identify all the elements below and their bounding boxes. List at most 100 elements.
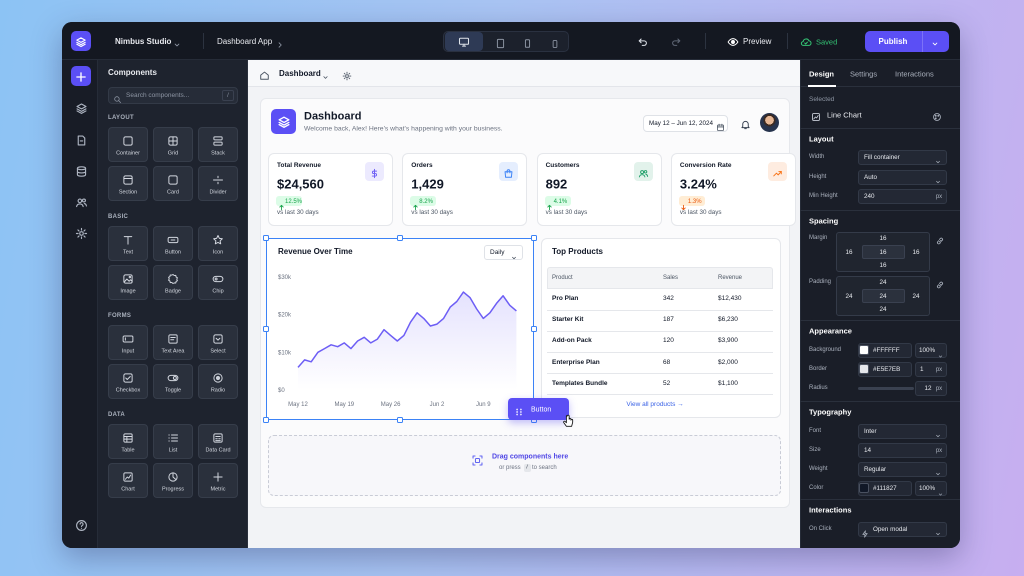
field[interactable] [915,380,947,396]
component-tile[interactable] [108,127,148,162]
component-label[interactable]: Button [165,249,181,256]
component-tile[interactable] [153,325,193,360]
field[interactable] [915,342,947,358]
spacing-value[interactable]: 24 [879,292,887,300]
spacing-value[interactable]: 24 [845,292,853,300]
spacing-value[interactable]: 24 [912,292,920,300]
component-label[interactable]: Chip [212,288,224,295]
component-tile[interactable] [153,424,193,459]
view-all-link[interactable]: View all products → [626,400,684,408]
preview-button[interactable]: Preview [743,37,772,46]
component-label[interactable]: Section [118,189,138,196]
stat-change: 1.3% [687,198,702,205]
component-tile[interactable] [198,265,238,300]
component-label[interactable]: Progress [161,486,185,493]
field[interactable] [858,461,947,477]
field-unit: px [935,385,943,392]
workspace-name[interactable]: Nimbus Studio [115,37,172,46]
component-tile[interactable] [198,325,238,360]
field[interactable] [858,480,912,496]
color-swatch[interactable] [859,483,869,493]
saved-icon [800,35,812,47]
inspector-tab[interactable]: Interactions [895,68,934,78]
component-label[interactable]: Icon [212,249,224,256]
search-box[interactable] [108,87,238,104]
component-label[interactable]: Grid [167,150,179,157]
component-label[interactable]: Toggle [164,387,182,394]
spacing-value[interactable]: 16 [912,248,920,256]
component-label[interactable]: Card [167,189,179,196]
field[interactable] [858,361,912,377]
field[interactable] [858,188,947,204]
component-tile[interactable] [153,226,193,261]
component-label[interactable]: Container [116,150,140,157]
component-label[interactable]: Input [121,348,135,355]
component-label[interactable]: Chart [121,486,135,493]
breadcrumb-page[interactable]: Dashboard [279,68,321,78]
drag-chip[interactable] [508,398,569,420]
component-tile[interactable] [108,166,148,201]
component-tile[interactable] [153,463,193,498]
field[interactable] [858,442,947,458]
spacing-value[interactable]: 16 [879,248,887,256]
component-label[interactable]: Metric [210,486,226,493]
component-icon [212,233,224,245]
component-tile[interactable] [198,226,238,261]
period-label[interactable]: Daily [490,248,505,256]
component-label[interactable]: Select [210,348,226,355]
field[interactable] [858,423,947,439]
component-label[interactable]: Checkbox [115,387,141,394]
field[interactable] [858,521,947,537]
period-select[interactable] [484,245,523,260]
spacing-value[interactable]: 24 [879,278,887,286]
component-tile[interactable] [108,226,148,261]
section-label: FORMS [108,313,132,319]
device-active[interactable] [445,32,483,51]
project-name[interactable]: Dashboard App [217,37,273,46]
inspector-tab[interactable]: Settings [850,68,878,78]
component-tile[interactable] [198,364,238,399]
component-label[interactable]: Data Card [205,447,231,454]
stat-icon [369,166,380,179]
component-label[interactable]: Text [122,249,134,256]
icon-part [168,274,178,284]
field[interactable] [858,149,947,165]
component-label[interactable]: Badge [165,288,181,295]
field[interactable] [915,361,947,377]
component-tile[interactable] [108,325,148,360]
component-tile[interactable] [108,364,148,399]
component-tile[interactable] [153,364,193,399]
spacing-value[interactable]: 16 [879,261,887,269]
component-tile[interactable] [108,265,148,300]
component-tile[interactable] [198,127,238,162]
color-swatch[interactable] [859,364,869,374]
date-picker[interactable] [643,115,728,132]
publish-label[interactable]: Publish [878,37,908,46]
field[interactable] [858,169,947,185]
component-label[interactable]: List [168,447,178,454]
component-tile[interactable] [153,265,193,300]
publish-button[interactable] [865,31,949,52]
field[interactable] [915,480,947,496]
spacing-value[interactable]: 16 [845,248,853,256]
component-tile[interactable] [108,424,148,459]
icon-part [113,95,120,102]
icon-part [520,408,522,411]
color-swatch[interactable] [859,345,869,355]
field[interactable] [858,342,912,358]
component-label[interactable]: Stack [211,150,225,157]
calendar-icon [716,119,725,131]
spacing-value[interactable]: 24 [879,305,887,313]
component-label[interactable]: Table [121,447,135,454]
component-label[interactable]: Radio [210,387,226,394]
component-label[interactable]: Image [120,288,136,295]
component-tile[interactable] [108,463,148,498]
radius-slider[interactable] [858,387,914,390]
component-label[interactable]: Divider [209,189,227,196]
spacing-value[interactable]: 16 [879,234,887,242]
avatar[interactable] [760,113,779,132]
inspector-tab[interactable]: Design [809,68,835,78]
component-label[interactable]: Text Area [161,348,185,355]
component-tile[interactable] [198,424,238,459]
component-tile[interactable] [153,166,193,201]
